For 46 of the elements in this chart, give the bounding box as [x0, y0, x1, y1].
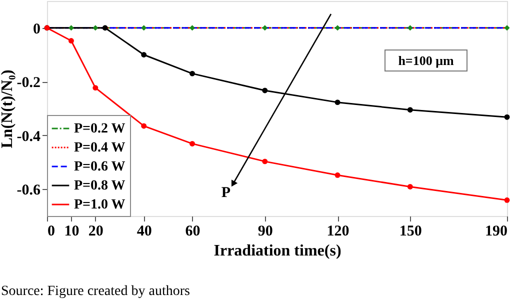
y-tick-label: -0.4 — [16, 128, 41, 145]
point — [262, 25, 268, 31]
x-tick-label: 60 — [185, 224, 200, 240]
point — [504, 114, 510, 120]
point — [190, 140, 195, 146]
point — [92, 25, 98, 31]
point — [141, 123, 147, 129]
point — [334, 100, 340, 106]
x-tick-label: 10 — [64, 224, 80, 240]
x-tick-label: 190 — [485, 224, 508, 240]
point — [68, 25, 74, 31]
x-tick-label: 20 — [88, 224, 104, 240]
point — [190, 70, 195, 76]
legend-label: P=0.2 W — [74, 122, 126, 136]
point — [407, 184, 413, 190]
source-note: Source: Figure created by authors — [1, 284, 190, 299]
point — [262, 158, 268, 164]
legend-label: P=0.6 W — [74, 160, 126, 174]
point — [68, 38, 74, 44]
y-axis-title: Ln(N(t)/N₀) — [0, 70, 16, 148]
y-tick-label: 0 — [33, 21, 40, 38]
point — [262, 88, 268, 94]
x-tick-label: 40 — [136, 224, 152, 240]
legend-label: P=0.8 W — [74, 178, 126, 194]
point — [407, 107, 413, 113]
x-tick-label: 120 — [326, 224, 350, 240]
x-tick-label: 0 — [48, 224, 55, 240]
point — [504, 197, 510, 203]
y-tick-label: -0.2 — [16, 75, 40, 92]
point — [334, 25, 340, 31]
y-tick-label: -0.6 — [16, 182, 41, 199]
point — [190, 25, 195, 31]
annotation: P — [221, 185, 231, 201]
point — [504, 25, 510, 31]
point — [92, 85, 98, 91]
x-tick-label: 150 — [399, 224, 422, 240]
legend-label: P=1.0 W — [74, 198, 126, 212]
point — [407, 25, 413, 31]
x-tick-label: 90 — [258, 224, 273, 240]
point — [141, 52, 147, 58]
x-axis-title: Irradiation time(s) — [214, 242, 342, 260]
point — [334, 172, 340, 178]
legend-label: P=0.4 W — [74, 140, 126, 156]
point — [141, 25, 147, 31]
point — [102, 25, 108, 31]
annotation: h=100 μm — [398, 53, 454, 68]
